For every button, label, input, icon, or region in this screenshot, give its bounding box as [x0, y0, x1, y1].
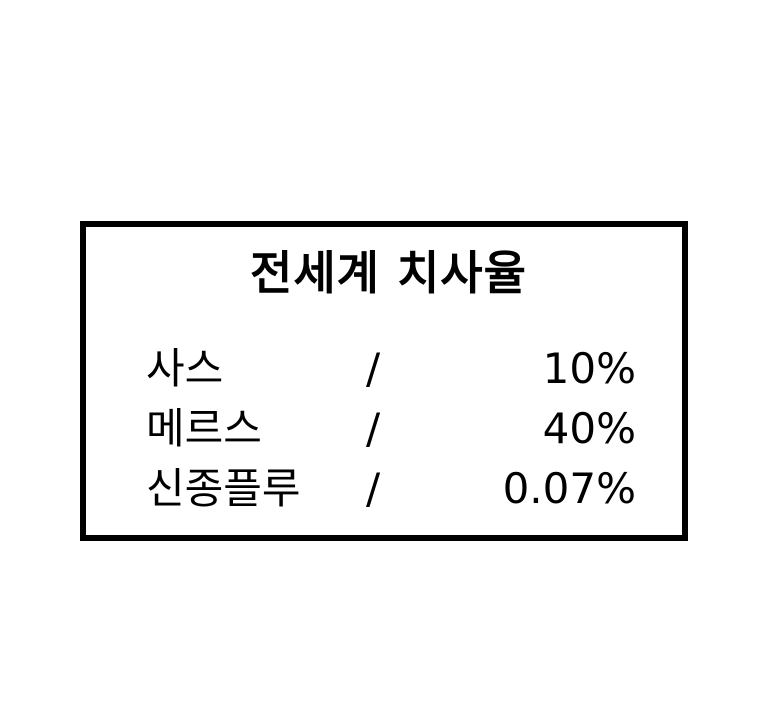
fatality-rate: 0.07% [502, 464, 636, 513]
fatality-rate-panel [80, 221, 688, 541]
disease-name: 사스 [146, 344, 224, 393]
separator: / [366, 404, 381, 453]
fatality-row: 사스 / 10% [146, 344, 646, 394]
disease-name: 신종플루 [146, 464, 301, 513]
separator: / [366, 344, 381, 393]
separator: / [366, 464, 381, 513]
fatality-rate: 10% [542, 344, 636, 393]
fatality-row: 메르스 / 40% [146, 404, 646, 454]
panel-title: 전세계 치사율 [250, 246, 527, 300]
disease-name: 메르스 [146, 404, 262, 453]
fatality-rate: 40% [542, 404, 636, 453]
fatality-row: 신종플루 / 0.07% [146, 464, 646, 514]
